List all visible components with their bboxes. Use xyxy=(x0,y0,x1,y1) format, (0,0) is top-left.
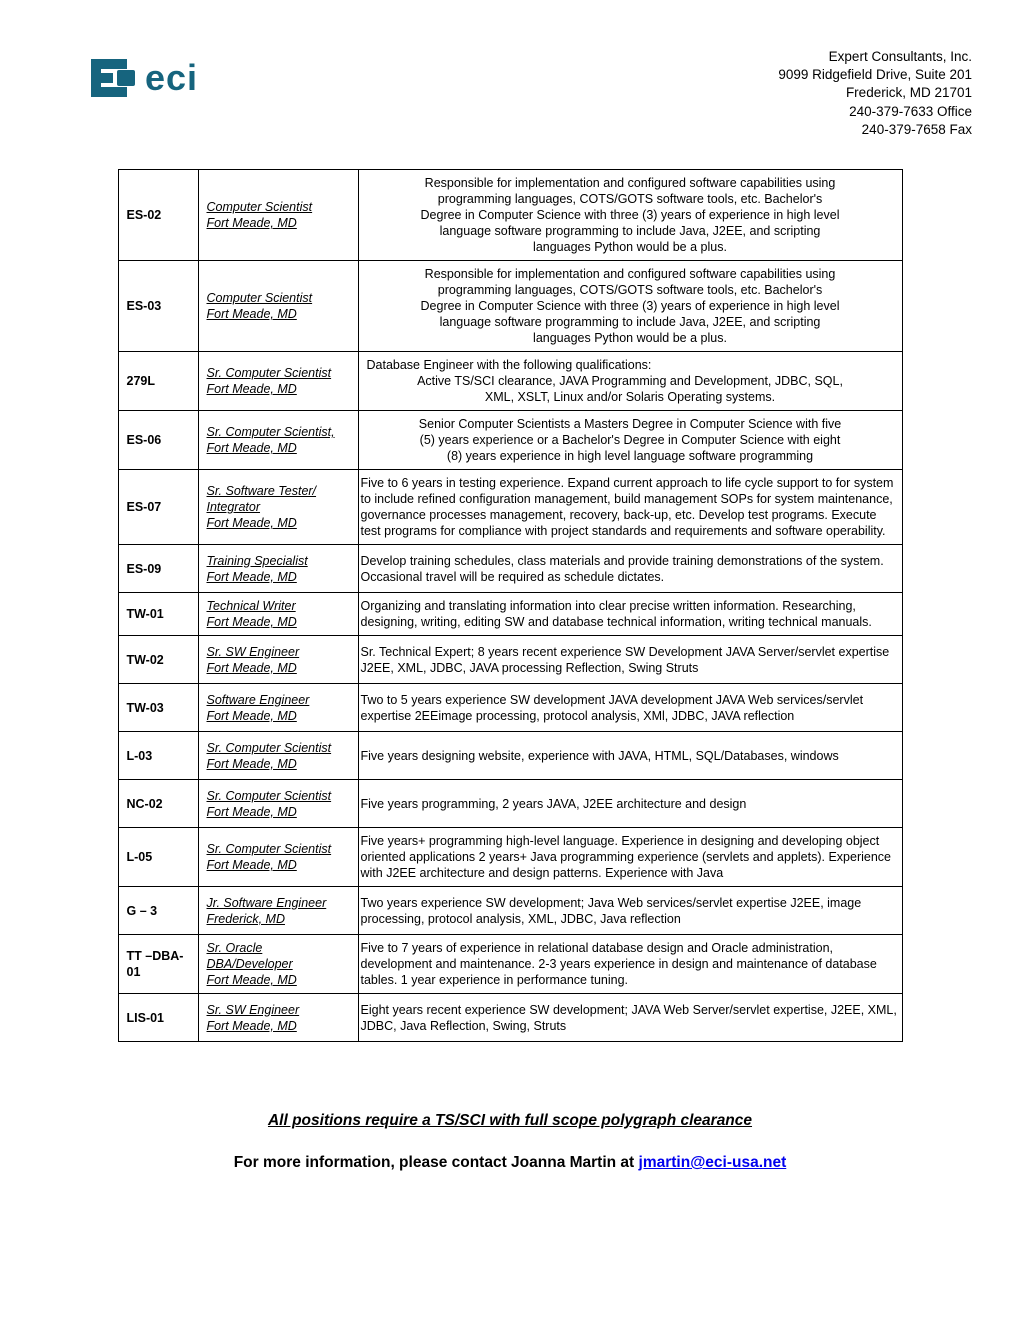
job-code: L-03 xyxy=(118,732,198,780)
table-row: ES-03Computer ScientistFort Meade, MDRes… xyxy=(118,261,902,352)
table-row: ES-09Training SpecialistFort Meade, MDDe… xyxy=(118,545,902,593)
job-title[interactable]: Technical WriterFort Meade, MD xyxy=(198,593,358,636)
clearance-notice: All positions require a TS/SCI with full… xyxy=(48,1112,972,1130)
job-title[interactable]: Sr. Computer Scientist, Fort Meade, MD xyxy=(198,411,358,470)
table-row: LIS-01Sr. SW EngineerFort Meade, MDEight… xyxy=(118,994,902,1042)
job-description: Five to 6 years in testing experience. E… xyxy=(358,470,902,545)
job-title[interactable]: Computer ScientistFort Meade, MD xyxy=(198,170,358,261)
job-description: Database Engineer with the following qua… xyxy=(358,352,902,411)
contact-line: For more information, please contact Joa… xyxy=(48,1154,972,1172)
job-title[interactable]: Sr. Computer Scientist Fort Meade, MD xyxy=(198,352,358,411)
job-code: L-05 xyxy=(118,828,198,887)
table-row: 279LSr. Computer Scientist Fort Meade, M… xyxy=(118,352,902,411)
job-title[interactable]: Sr. SW EngineerFort Meade, MD xyxy=(198,636,358,684)
job-description: Eight years recent experience SW develop… xyxy=(358,994,902,1042)
job-title[interactable]: Jr. Software EngineerFrederick, MD xyxy=(198,887,358,935)
job-description: Responsible for implementation and confi… xyxy=(358,261,902,352)
job-code: TT –DBA-01 xyxy=(118,935,198,994)
job-title[interactable]: Training SpecialistFort Meade, MD xyxy=(198,545,358,593)
table-row: ES-06Sr. Computer Scientist, Fort Meade,… xyxy=(118,411,902,470)
table-row: ES-07Sr. Software Tester/ IntegratorFort… xyxy=(118,470,902,545)
job-title[interactable]: Sr. Computer ScientistFort Meade, MD xyxy=(198,732,358,780)
table-row: TW-03Software EngineerFort Meade, MDTwo … xyxy=(118,684,902,732)
job-title[interactable]: Computer ScientistFort Meade, MD xyxy=(198,261,358,352)
table-row: NC-02Sr. Computer ScientistFort Meade, M… xyxy=(118,780,902,828)
job-code: 279L xyxy=(118,352,198,411)
job-code: ES-07 xyxy=(118,470,198,545)
job-code: ES-06 xyxy=(118,411,198,470)
job-description: Five to 7 years of experience in relatio… xyxy=(358,935,902,994)
job-title[interactable]: Sr. Oracle DBA/DeveloperFort Meade, MD xyxy=(198,935,358,994)
job-description: Five years designing website, experience… xyxy=(358,732,902,780)
job-description: Organizing and translating information i… xyxy=(358,593,902,636)
company-name: Expert Consultants, Inc. xyxy=(778,48,972,66)
company-fax: 240-379-7658 Fax xyxy=(778,121,972,139)
job-title[interactable]: Sr. Computer ScientistFort Meade, MD xyxy=(198,780,358,828)
job-code: ES-03 xyxy=(118,261,198,352)
company-info: Expert Consultants, Inc. 9099 Ridgefield… xyxy=(778,48,972,139)
job-description: Sr. Technical Expert; 8 years recent exp… xyxy=(358,636,902,684)
job-description: Five years programming, 2 years JAVA, J2… xyxy=(358,780,902,828)
job-code: ES-02 xyxy=(118,170,198,261)
page-header: eci Expert Consultants, Inc. 9099 Ridgef… xyxy=(48,48,972,139)
job-description: Five years+ programming high-level langu… xyxy=(358,828,902,887)
job-code: NC-02 xyxy=(118,780,198,828)
logo-mark-icon xyxy=(83,53,141,103)
job-description: Senior Computer Scientists a Masters Deg… xyxy=(358,411,902,470)
contact-prefix: For more information, please contact Joa… xyxy=(234,1154,639,1171)
job-description: Develop training schedules, class materi… xyxy=(358,545,902,593)
job-title[interactable]: Sr. Computer ScientistFort Meade, MD xyxy=(198,828,358,887)
job-code: TW-01 xyxy=(118,593,198,636)
job-title[interactable]: Sr. SW EngineerFort Meade, MD xyxy=(198,994,358,1042)
job-description: Responsible for implementation and confi… xyxy=(358,170,902,261)
table-row: TW-01Technical WriterFort Meade, MDOrgan… xyxy=(118,593,902,636)
table-row: G – 3Jr. Software EngineerFrederick, MDT… xyxy=(118,887,902,935)
page-footer: All positions require a TS/SCI with full… xyxy=(48,1112,972,1172)
job-code: TW-02 xyxy=(118,636,198,684)
company-phone: 240-379-7633 Office xyxy=(778,103,972,121)
contact-email-link[interactable]: jmartin@eci-usa.net xyxy=(639,1154,787,1171)
job-code: LIS-01 xyxy=(118,994,198,1042)
table-row: L-05Sr. Computer ScientistFort Meade, MD… xyxy=(118,828,902,887)
job-title[interactable]: Sr. Software Tester/ IntegratorFort Mead… xyxy=(198,470,358,545)
job-code: ES-09 xyxy=(118,545,198,593)
job-code: G – 3 xyxy=(118,887,198,935)
table-row: TW-02Sr. SW EngineerFort Meade, MDSr. Te… xyxy=(118,636,902,684)
job-code: TW-03 xyxy=(118,684,198,732)
job-description: Two years experience SW development; Jav… xyxy=(358,887,902,935)
logo-text: eci xyxy=(145,57,198,99)
company-address-2: Frederick, MD 21701 xyxy=(778,84,972,102)
job-title[interactable]: Software EngineerFort Meade, MD xyxy=(198,684,358,732)
table-row: ES-02Computer ScientistFort Meade, MDRes… xyxy=(118,170,902,261)
table-row: L-03Sr. Computer ScientistFort Meade, MD… xyxy=(118,732,902,780)
company-address-1: 9099 Ridgefield Drive, Suite 201 xyxy=(778,66,972,84)
table-row: TT –DBA-01Sr. Oracle DBA/DeveloperFort M… xyxy=(118,935,902,994)
company-logo: eci xyxy=(83,53,198,103)
jobs-table: ES-02Computer ScientistFort Meade, MDRes… xyxy=(118,169,903,1042)
job-description: Two to 5 years experience SW development… xyxy=(358,684,902,732)
